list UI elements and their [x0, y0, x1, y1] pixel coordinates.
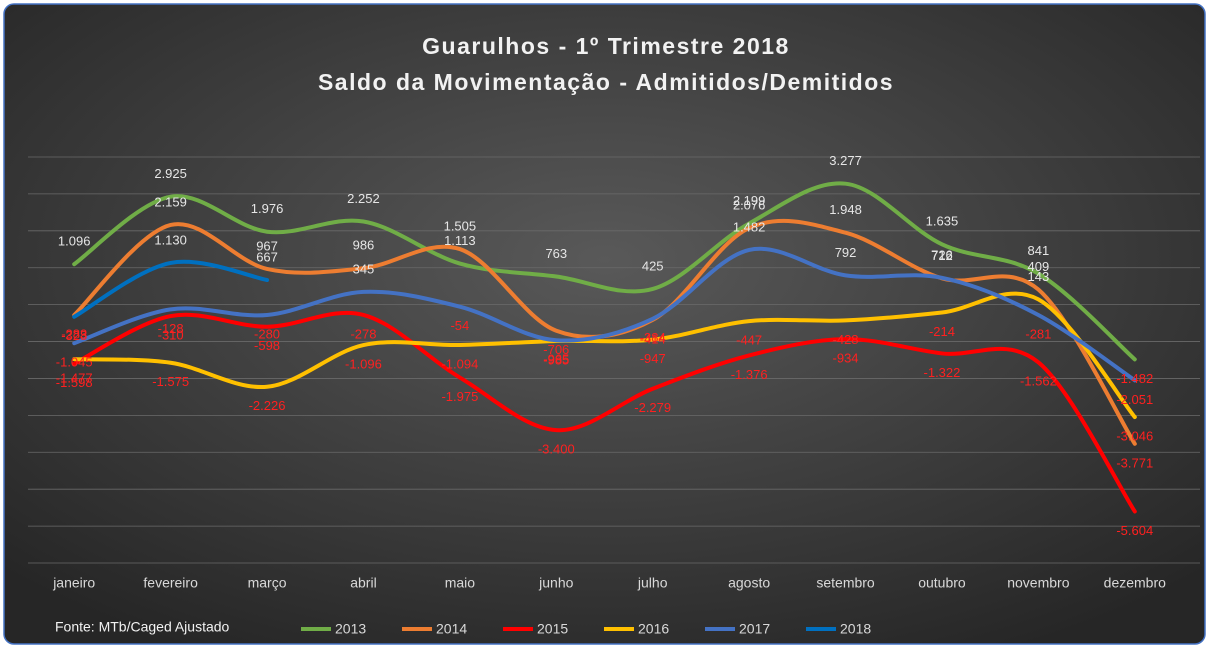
- data-label: -310: [158, 328, 184, 343]
- data-label: 425: [642, 258, 664, 273]
- legend-label: 2013: [335, 621, 366, 637]
- data-label: 143: [1028, 269, 1050, 284]
- data-label: 1.976: [251, 201, 284, 216]
- legend-label: 2015: [537, 621, 568, 637]
- data-label: 1.130: [154, 232, 187, 247]
- chart-title: Guarulhos - 1º Trimestre 2018: [422, 33, 790, 59]
- source-note: Fonte: MTb/Caged Ajustado: [55, 619, 230, 635]
- data-label: -5.604: [1116, 523, 1153, 538]
- x-tick-label: setembro: [816, 575, 875, 591]
- data-label: -428: [833, 332, 859, 347]
- data-label: 763: [545, 246, 567, 261]
- data-label: -1.562: [1020, 374, 1057, 389]
- data-label: -1.482: [1116, 371, 1153, 386]
- data-label: -1.575: [152, 374, 189, 389]
- data-label: -384: [640, 330, 666, 345]
- data-label: 1.096: [58, 234, 91, 249]
- data-label: -934: [833, 351, 859, 366]
- chart-background: [3, 3, 1206, 645]
- line-series: [72, 246, 1137, 383]
- data-label: -706: [543, 342, 569, 357]
- data-label: -447: [736, 333, 762, 348]
- line-series: [72, 310, 1137, 514]
- data-label: 2.925: [154, 166, 187, 181]
- legend-label: 2018: [840, 621, 871, 637]
- data-label: 409: [1028, 259, 1050, 274]
- legend-label: 2016: [638, 621, 669, 637]
- data-label: -281: [1025, 326, 1051, 341]
- data-label: 1.505: [444, 219, 477, 234]
- data-label: -54: [450, 318, 469, 333]
- x-tick-label: outubro: [918, 575, 966, 591]
- legend-label: 2014: [436, 621, 467, 637]
- x-axis: janeiro fevereiro março abril maio junho julho…: [52, 575, 1166, 591]
- data-label: 967: [256, 238, 278, 253]
- data-label: 712: [931, 248, 953, 263]
- x-tick-label: maio: [445, 575, 476, 591]
- x-tick-label: junho: [538, 575, 573, 591]
- data-label: -1.094: [441, 356, 478, 371]
- x-tick-label: abril: [350, 575, 376, 591]
- x-tick-label: fevereiro: [143, 575, 198, 591]
- data-label: -985: [543, 352, 569, 367]
- data-label: 2.159: [154, 194, 187, 209]
- data-label: 841: [1028, 243, 1050, 258]
- data-label: 1.948: [829, 202, 862, 217]
- data-label: 2.199: [733, 193, 766, 208]
- data-label: 3.277: [829, 153, 862, 168]
- data-label: -1.477: [56, 371, 93, 386]
- data-label: 667: [256, 249, 278, 264]
- line-series: [72, 291, 1137, 420]
- data-label: -3.046: [1116, 428, 1153, 443]
- x-tick-label: janeiro: [52, 575, 95, 591]
- data-label: -1.975: [441, 389, 478, 404]
- data-label: 1.635: [926, 214, 959, 229]
- data-label: -283: [61, 327, 87, 342]
- data-label: -1.045: [56, 355, 93, 370]
- x-tick-label: dezembro: [1104, 575, 1166, 591]
- data-label: -128: [158, 321, 184, 336]
- data-label: -278: [350, 326, 376, 341]
- data-label: -2.051: [1116, 392, 1153, 407]
- x-tick-label: julho: [637, 575, 668, 591]
- data-label: 2.252: [347, 191, 380, 206]
- legend-label: 2017: [739, 621, 770, 637]
- line-series: [72, 181, 1137, 362]
- data-label: -1.322: [924, 365, 961, 380]
- data-label: -598: [254, 338, 280, 353]
- data-label: -1.096: [345, 357, 382, 372]
- data-label: 986: [353, 238, 375, 253]
- data-label: 792: [835, 245, 857, 260]
- line-series: [72, 259, 270, 319]
- data-labels: 1.096 2.925 1.976 2.252 1.113 763 425 2.199 3.27…: [56, 153, 1153, 538]
- data-label: 1.482: [733, 219, 766, 234]
- data-label: -1.598: [56, 375, 93, 390]
- data-label: -2.226: [249, 398, 286, 413]
- data-label: -328: [61, 328, 87, 343]
- x-tick-label: agosto: [728, 575, 770, 591]
- legend: 2013 2014 2015 2016 2017 2018: [301, 621, 871, 637]
- data-label: -3.771: [1116, 455, 1153, 470]
- data-label: 345: [353, 261, 375, 276]
- chart-subtitle: Saldo da Movimentação - Admitidos/Demiti…: [318, 69, 894, 95]
- x-tick-label: novembro: [1007, 575, 1069, 591]
- data-label: -965: [543, 352, 569, 367]
- data-label: 1.113: [444, 233, 476, 248]
- data-label: -214: [929, 324, 955, 339]
- data-label: -1.376: [731, 367, 768, 382]
- data-label: -280: [254, 326, 280, 341]
- data-label: 2.076: [733, 197, 766, 212]
- lines: [72, 181, 1137, 514]
- data-label: 726: [931, 247, 953, 262]
- x-tick-label: março: [248, 575, 287, 591]
- data-label: -2.279: [634, 400, 671, 415]
- data-label: -947: [640, 351, 666, 366]
- data-label: -414: [640, 331, 666, 346]
- data-label: -3.400: [538, 442, 575, 457]
